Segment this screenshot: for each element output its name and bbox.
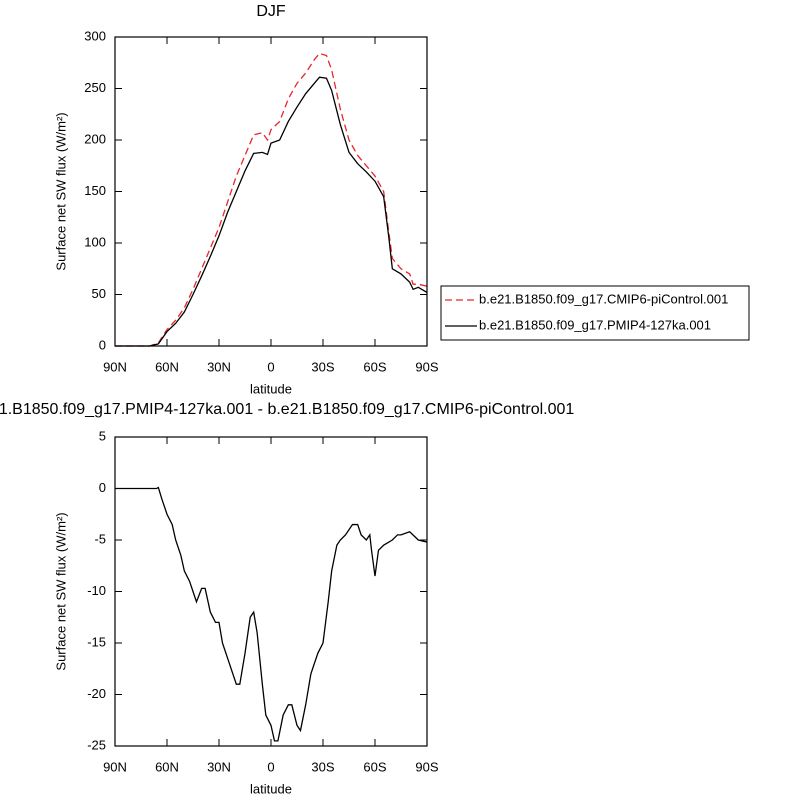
series-line <box>115 52 428 347</box>
x-tick-label: 60N <box>155 759 179 774</box>
legend-label: b.e21.B1850.f09_g17.CMIP6-piControl.001 <box>479 291 728 306</box>
y-tick-label: 50 <box>92 286 106 301</box>
x-tick-label: 30N <box>207 359 231 374</box>
y-tick-label: -5 <box>94 531 106 546</box>
legend-label: b.e21.B1850.f09_g17.PMIP4-127ka.001 <box>479 317 711 332</box>
y-tick-label: -20 <box>87 686 106 701</box>
y-tick-label: 100 <box>84 234 106 249</box>
series-line <box>115 486 428 742</box>
legend-box <box>440 285 750 341</box>
chart-title: b.e21.B1850.f09_g17.PMIP4-127ka.001 - b.… <box>0 401 574 418</box>
x-tick-label: 0 <box>267 359 274 374</box>
y-tick-label: 0 <box>99 480 106 495</box>
x-tick-label: 60N <box>155 359 179 374</box>
y-tick-label: 0 <box>99 337 106 352</box>
x-tick-label: 90N <box>103 359 127 374</box>
x-tick-label: 30N <box>207 759 231 774</box>
y-tick-label: -15 <box>87 634 106 649</box>
series-line <box>115 76 428 347</box>
x-tick-label: 30S <box>311 759 334 774</box>
x-tick-label: 90N <box>103 759 127 774</box>
y-tick-label: -10 <box>87 583 106 598</box>
y-tick-label: -25 <box>87 737 106 752</box>
chart-title: DJF <box>256 3 286 20</box>
y-tick-label: 200 <box>84 131 106 146</box>
x-axis-label: latitude <box>250 381 292 396</box>
x-tick-label: 90S <box>415 359 438 374</box>
x-tick-label: 60S <box>363 759 386 774</box>
y-axis-label: Surface net SW flux (W/m²) <box>53 112 68 270</box>
plot-frame <box>114 36 428 347</box>
plot-frame <box>114 436 428 747</box>
y-tick-label: 300 <box>84 28 106 43</box>
y-tick-label: 150 <box>84 183 106 198</box>
y-tick-label: 5 <box>99 428 106 443</box>
x-tick-label: 0 <box>267 759 274 774</box>
x-tick-label: 60S <box>363 359 386 374</box>
x-axis-label: latitude <box>250 781 292 796</box>
x-tick-label: 30S <box>311 359 334 374</box>
y-axis-label: Surface net SW flux (W/m²) <box>53 512 68 670</box>
x-tick-label: 90S <box>415 759 438 774</box>
y-tick-label: 250 <box>84 80 106 95</box>
